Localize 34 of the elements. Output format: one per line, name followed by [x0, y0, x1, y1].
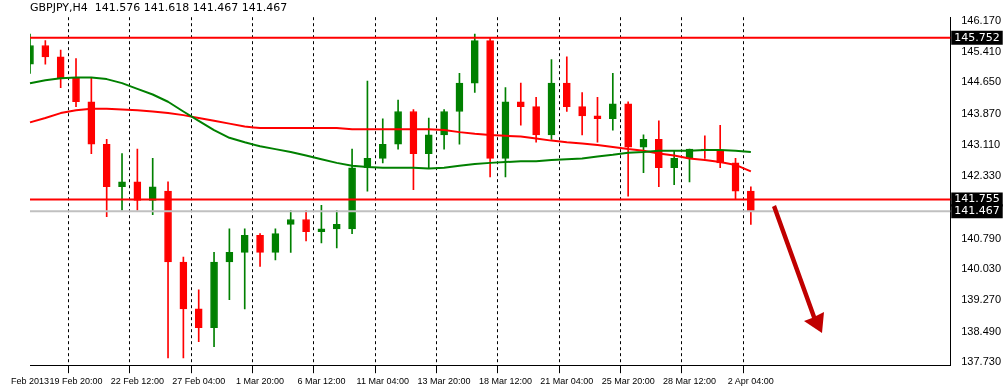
x-tick-label: 19 Feb 20:00	[49, 376, 103, 387]
y-tick-label: 140.030	[961, 262, 1001, 275]
y-tick-label: 139.270	[961, 293, 1001, 306]
x-tick-label: 13 Mar 20:00	[417, 376, 471, 387]
ref-line-label: 141.755	[954, 192, 1000, 206]
y-tick-label: 137.730	[961, 355, 1001, 368]
x-tick-label: 28 Mar 12:00	[662, 376, 717, 387]
y-tick-label: 143.870	[961, 106, 1001, 119]
y-tick-label: 145.410	[961, 44, 1001, 57]
y-tick-label: 140.790	[961, 231, 1001, 244]
ref-line-label: 141.467	[954, 204, 1000, 218]
candlestick	[118, 153, 126, 211]
y-tick-label: 142.330	[961, 169, 1001, 182]
candlestick	[332, 209, 341, 249]
candlestick	[286, 209, 295, 253]
y-tick-label: 146.170	[961, 13, 1001, 26]
x-tick-label: 2 Apr 04:00	[727, 376, 774, 387]
y-tick-label: 144.650	[961, 75, 1001, 88]
x-tick-label: 11 Mar 04:00	[356, 376, 409, 387]
x-tick-label: 6 Mar 12:00	[297, 376, 346, 387]
candlestick	[516, 82, 525, 126]
ref-line-label: 145.752	[954, 30, 1000, 44]
candlestick	[578, 92, 586, 136]
x-tick-label: 21 Mar 04:00	[540, 376, 594, 387]
x-tick-label: 22 Feb 12:00	[110, 376, 164, 387]
x-tick-label: Feb 2013	[10, 376, 50, 387]
x-tick-label: 27 Feb 04:00	[172, 376, 226, 387]
y-tick-label: 143.110	[961, 137, 1001, 150]
chart-title: GBPJPY,H4 141.576 141.618 141.467 141.467	[30, 1, 288, 15]
x-tick-label: 18 Mar 12:00	[478, 376, 532, 387]
x-tick-label: 1 Mar 20:00	[236, 376, 285, 387]
y-tick-label: 138.490	[961, 324, 1001, 337]
x-tick-label: 25 Mar 20:00	[601, 376, 655, 387]
candlestick	[240, 228, 249, 310]
